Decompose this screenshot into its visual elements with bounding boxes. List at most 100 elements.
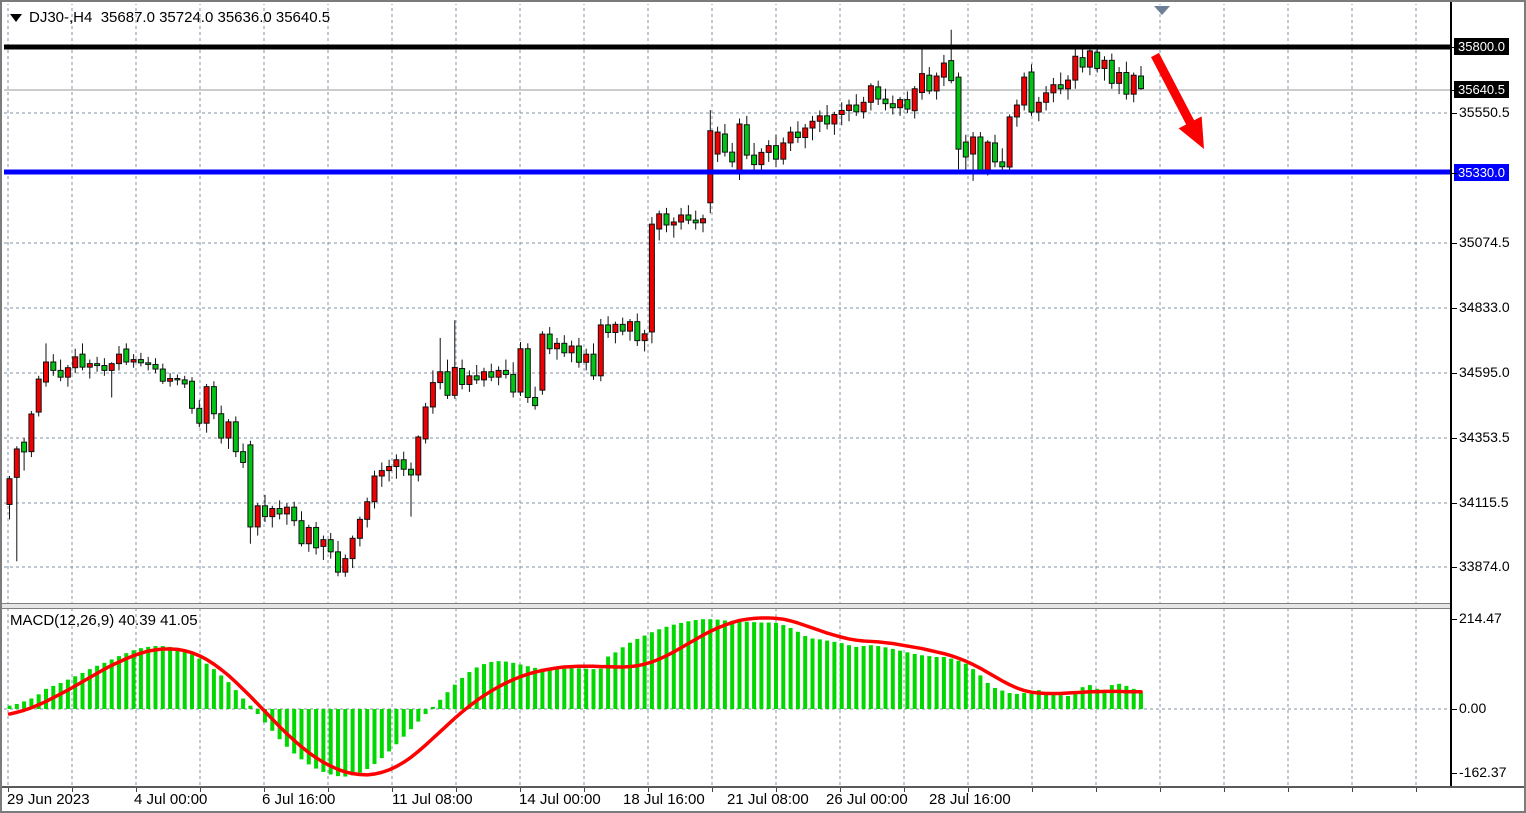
macd-histogram-bar: [336, 709, 340, 777]
candle-body: [86, 363, 93, 368]
last-bar-marker-icon: [1154, 6, 1170, 15]
macd-histogram-bar: [795, 631, 800, 709]
candle-body: [262, 505, 268, 518]
trend-arrow-shaft[interactable]: [1151, 52, 1197, 130]
macd-histogram-bar: [58, 682, 63, 709]
macd-histogram-bar: [701, 619, 705, 709]
candle-body: [408, 468, 414, 476]
macd-histogram-bar: [168, 646, 173, 709]
macd-histogram-bar: [467, 672, 472, 709]
candle-body: [1028, 71, 1035, 113]
time-axis-tick: [1352, 788, 1353, 792]
macd-histogram-bar: [87, 669, 92, 709]
macd-histogram-bar: [620, 647, 625, 709]
macd-histogram-bar: [372, 709, 377, 764]
macd-histogram-bar: [474, 667, 479, 709]
candle-body: [152, 363, 159, 370]
price-badge: 35800.0: [1454, 38, 1509, 55]
candle-body: [970, 136, 977, 155]
candle-body: [736, 123, 743, 175]
candle-body: [575, 345, 582, 363]
macd-histogram-bar: [1095, 688, 1100, 709]
candle-body: [320, 539, 327, 547]
macd-histogram-bar: [306, 709, 311, 765]
macd-histogram-bar: [197, 658, 202, 709]
candle-body: [546, 333, 553, 350]
candle-body: [1138, 75, 1144, 90]
macd-histogram-bar: [832, 641, 837, 709]
time-axis-tick: [840, 788, 841, 792]
candle-body: [6, 478, 13, 505]
candle-body: [327, 539, 334, 553]
chart-symbol-triangle-icon: [10, 14, 22, 22]
macd-histogram-bar: [920, 655, 924, 709]
macd-histogram-bar: [226, 682, 231, 709]
price-axis[interactable]: 35800.0 35640.5 35550.5 35330.0 35074.5 34833…: [1450, 2, 1524, 786]
candle-body: [393, 459, 400, 468]
macd-histogram-bar: [956, 660, 961, 709]
candle-body: [707, 130, 714, 204]
macd-histogram-bar: [759, 622, 764, 709]
candle-body: [663, 213, 670, 226]
axis-tick: [1452, 90, 1457, 91]
macd-histogram-bar: [664, 626, 669, 709]
price-chart-canvas[interactable]: [4, 4, 1450, 603]
macd-histogram-bar: [715, 619, 720, 709]
macd-histogram-bar: [657, 629, 662, 709]
macd-histogram-bar: [825, 640, 830, 709]
candle-body: [882, 98, 889, 105]
candle-body: [597, 324, 604, 377]
candle-body: [641, 333, 648, 342]
candle-body: [72, 356, 79, 369]
candle-body: [729, 151, 736, 163]
macd-histogram-bar: [1066, 695, 1070, 709]
candle-body: [1086, 50, 1093, 68]
axis-tick: [1452, 709, 1457, 710]
macd-histogram-bar: [489, 662, 494, 709]
candle-body: [502, 369, 509, 375]
macd-histogram-bar: [241, 698, 246, 709]
time-axis-tick: [392, 788, 393, 792]
candle-body: [335, 551, 341, 573]
candle-body: [1035, 101, 1042, 113]
candle-body: [210, 386, 217, 415]
candle-body: [203, 386, 210, 424]
candle-body: [656, 213, 663, 230]
candle-body: [429, 382, 436, 408]
panel-divider[interactable]: [2, 603, 1524, 609]
chart-title: DJ30-,H4 35687.0 35724.0 35636.0 35640.5: [10, 9, 330, 26]
time-axis-tick: [584, 788, 585, 792]
candle-body: [473, 375, 480, 381]
macd-histogram-bar: [847, 645, 851, 709]
time-axis-tick: [72, 788, 73, 792]
candle-body: [780, 142, 787, 160]
candle-body: [283, 506, 290, 515]
macd-histogram-bar: [7, 705, 12, 709]
time-axis-label: 14 Jul 00:00: [519, 791, 601, 808]
candle-body: [824, 115, 831, 125]
candle-body: [305, 526, 312, 545]
candle-body: [1013, 104, 1020, 118]
macd-histogram-bar: [1036, 690, 1041, 709]
candle-body: [43, 361, 49, 383]
macd-histogram-bar: [452, 684, 457, 709]
candle-body: [758, 151, 765, 166]
candle-body: [787, 131, 794, 144]
macd-histogram-bar: [883, 647, 888, 709]
candle-body: [816, 115, 823, 122]
candle-body: [21, 441, 28, 453]
macd-histogram-bar: [985, 682, 990, 709]
candle-body: [444, 371, 451, 396]
time-axis[interactable]: 29 Jun 2023 4 Jul 00:00 6 Jul 16:00 11 Jul …: [4, 788, 1450, 811]
candle-body: [648, 223, 655, 333]
macd-histogram-bar: [584, 668, 589, 709]
candle-body: [313, 526, 320, 549]
macd-histogram-bar: [387, 709, 392, 752]
macd-histogram-bar: [1073, 693, 1078, 709]
candle-body: [13, 448, 20, 478]
candle-body: [809, 120, 816, 129]
candle-body: [225, 421, 232, 439]
trend-arrow-head[interactable]: [1178, 116, 1204, 149]
macd-indicator-canvas[interactable]: [4, 609, 1450, 786]
macd-histogram-bar: [876, 646, 881, 709]
